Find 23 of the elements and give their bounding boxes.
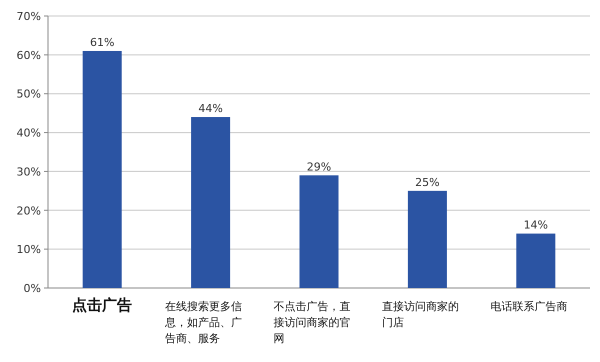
y-tick-label: 70% [16, 10, 41, 23]
x-tick-label: 在线搜索更多信息，如产品、广告商、服务 [164, 300, 242, 345]
data-label: 25% [415, 176, 440, 189]
data-label: 14% [524, 218, 548, 232]
y-tick-label: 20% [16, 204, 41, 218]
data-label: 29% [306, 160, 332, 174]
bar [82, 50, 122, 288]
y-tick-label: 60% [16, 48, 41, 62]
bar [408, 190, 447, 288]
bar [299, 175, 339, 288]
data-label: 44% [198, 102, 223, 116]
y-tick-label: 50% [16, 88, 41, 101]
x-tick-label: 点击广告 [72, 296, 132, 314]
x-tick-label: 直接访问商家的门店 [382, 300, 459, 329]
y-tick-label: 40% [16, 126, 41, 140]
x-tick-label: 电话联系广告商 [490, 300, 568, 313]
data-label: 61% [90, 36, 114, 49]
bar [191, 117, 230, 288]
bar [516, 234, 556, 288]
y-tick-label: 0% [24, 282, 41, 295]
x-tick-label: 不点击广告，直接访问商家的官网 [273, 300, 350, 345]
y-tick-label: 30% [16, 165, 41, 178]
y-tick-label: 10% [16, 243, 41, 256]
